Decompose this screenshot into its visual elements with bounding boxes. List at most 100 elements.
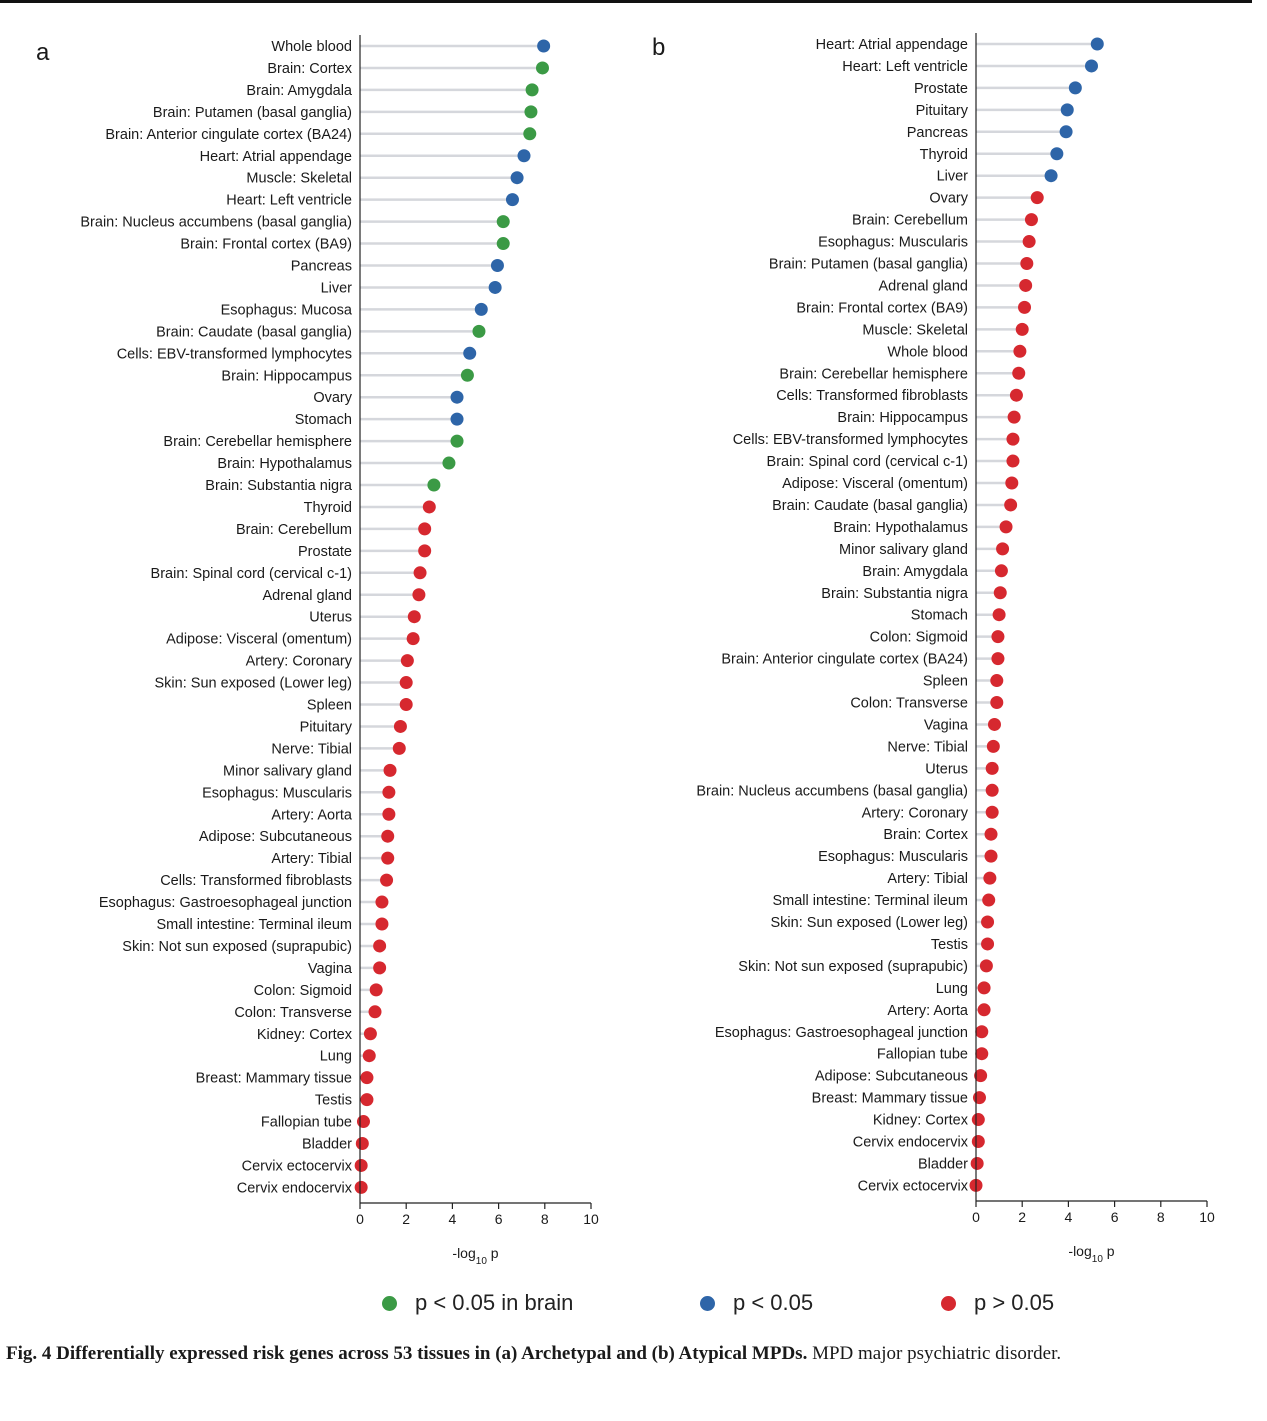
category-label: Liver [937,169,969,185]
data-point [383,763,397,777]
category-label: Cells: EBV-transformed lymphocytes [733,432,968,448]
category-label: Thyroid [304,500,352,516]
data-point [488,280,502,294]
data-point [1004,498,1018,512]
data-point [400,654,414,668]
category-label: Skin: Sun exposed (Lower leg) [771,915,968,931]
category-label: Pituitary [300,719,353,735]
category-label: Pituitary [916,103,969,119]
data-point [1018,300,1032,314]
category-label: Colon: Transverse [850,696,968,712]
data-point [354,1180,368,1194]
x-tick-label: 2 [402,1211,410,1227]
data-point [1090,37,1104,51]
caption-text: MPD major psychiatric disorder. [807,1343,1062,1364]
data-point [524,105,538,119]
category-label: Lung [320,1049,352,1065]
figure-canvas: a b Whole blood Brain: Cortex Brain: Amygd… [36,33,1215,1267]
category-label: Ovary [313,390,352,406]
category-label: Liver [321,280,353,296]
category-label: Colon: Sigmoid [254,983,352,999]
data-point [450,412,464,426]
data-point [399,676,413,690]
data-point [985,805,999,819]
category-label: Spleen [923,674,968,690]
category-label: Uterus [925,761,968,777]
data-point [975,1025,989,1039]
data-point [990,674,1004,688]
category-label: Adipose: Visceral (omentum) [782,476,968,492]
data-point [977,981,991,995]
category-label: Muscle: Skeletal [862,322,968,338]
data-point [1020,257,1034,270]
category-label: Brain: Cerebellar hemisphere [163,434,352,450]
data-point [991,652,1005,666]
category-label: Testis [931,937,968,953]
x-tick-label: 10 [1199,1209,1215,1225]
category-label: Prostate [914,81,968,97]
data-point [362,1049,376,1063]
data-point [505,193,519,207]
data-point [382,785,396,799]
data-point [979,959,993,973]
data-point [381,851,395,865]
category-label: Brain: Hypothalamus [833,520,968,536]
data-point [392,741,406,755]
category-label: Skin: Not sun exposed (suprapubic) [122,939,352,955]
data-point [986,739,1000,753]
category-label: Brain: Spinal cord (cervical c-1) [151,566,352,582]
category-label: Spleen [307,698,352,714]
data-point [1068,81,1082,95]
category-label: Prostate [298,544,352,560]
category-label: Heart: Atrial appendage [200,149,352,165]
category-label: Vagina [308,961,353,977]
category-label: Brain: Hippocampus [837,410,968,426]
caption-title: Fig. 4 Differentially expressed risk gen… [6,1343,808,1364]
panel-a-label: a [36,39,50,66]
category-label: Kidney: Cortex [873,1113,969,1129]
data-point [977,1003,991,1017]
category-label: Nerve: Tibial [271,741,352,757]
data-point [1024,213,1038,227]
data-point [999,520,1013,534]
data-point [418,544,432,558]
data-point [472,324,486,338]
legend-nonsig-marker [941,1295,956,1311]
category-label: Brain: Anterior cingulate cortex (BA24) [721,652,968,668]
legend-item-sig: p < 0.05 [700,1290,813,1316]
data-point [393,719,407,733]
category-label: Cells: Transformed fibroblasts [776,388,968,404]
category-label: Stomach [911,608,968,624]
data-point [1059,125,1073,139]
data-point [354,1158,368,1172]
category-label: Fallopian tube [877,1047,968,1063]
data-point [413,566,427,580]
category-label: Esophagus: Muscularis [818,849,968,865]
data-point [984,827,998,841]
data-point [1007,410,1021,424]
category-label: Adipose: Subcutaneous [815,1069,968,1085]
data-point [974,1069,988,1083]
category-label: Cells: EBV-transformed lymphocytes [117,346,352,362]
category-label: Stomach [295,412,352,428]
legend-item-brain-sig: p < 0.05 in brain [382,1290,573,1316]
x-tick-label: 6 [495,1211,503,1227]
data-point [496,215,510,229]
data-point [1050,147,1064,161]
data-point [474,302,488,316]
category-label: Ovary [929,191,968,207]
data-point [1022,235,1036,249]
data-point [991,630,1005,644]
data-point [355,1137,369,1150]
data-point [993,586,1007,600]
category-label: Cervix ectocervix [242,1158,353,1174]
data-point [381,829,395,843]
panel-b-chart: Heart: Atrial appendage Heart: Left ventr… [696,33,1215,1265]
data-point [382,807,396,821]
data-point [422,500,436,514]
category-label: Cervix endocervix [237,1180,353,1196]
category-label: Brain: Frontal cortex (BA9) [796,300,968,316]
category-label: Artery: Aorta [887,1003,969,1019]
data-point [373,961,387,975]
top-rule [0,0,1252,3]
